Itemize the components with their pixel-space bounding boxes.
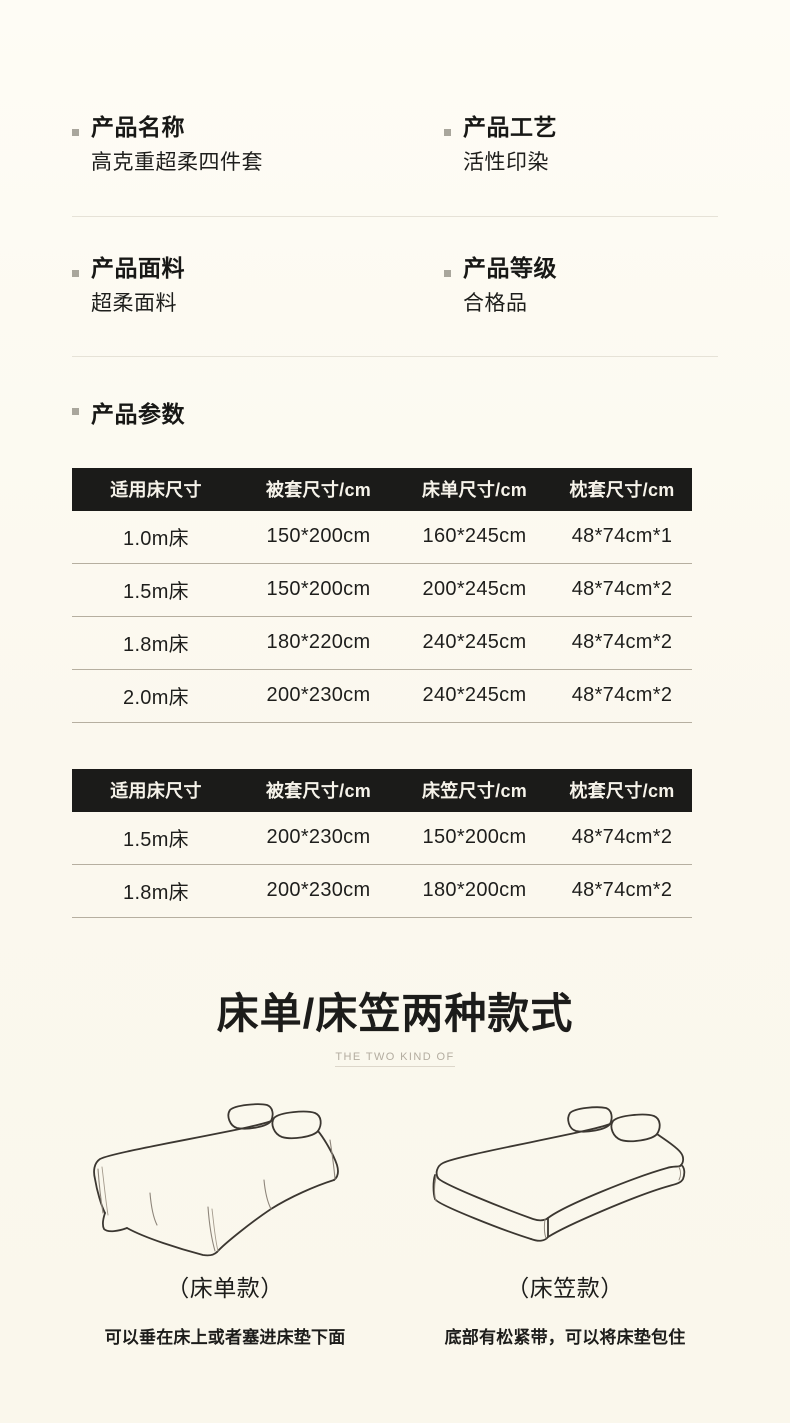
table-cell: 240*245cm	[397, 669, 552, 723]
attribute-product-craft: 产品工艺 活性印染	[444, 112, 718, 173]
attribute-value: 活性印染	[463, 151, 549, 174]
product-attributes-section: 产品名称 高克重超柔四件套 产品工艺 活性印染	[0, 0, 790, 173]
styles-subheading-text: THE TWO KIND OF	[335, 1051, 455, 1067]
table-cell: 48*74cm*2	[552, 563, 692, 617]
product-params-heading: 产品参数	[0, 391, 790, 442]
fitted-sheet-bed-illustration	[432, 1106, 686, 1242]
attribute-value: 高克重超柔四件套	[91, 151, 263, 174]
styles-subheading: THE TWO KIND OF	[0, 1051, 790, 1067]
table-cell: 180*200cm	[397, 864, 552, 918]
product-attributes-section-2: 产品面料 超柔面料 产品等级 合格品	[0, 217, 790, 314]
table-cell: 150*200cm	[240, 563, 397, 617]
bullet-square-icon	[444, 129, 451, 136]
attribute-product-grade: 产品等级 合格品	[444, 253, 718, 314]
table-cell: 1.5m床	[72, 812, 240, 865]
table-cell: 48*74cm*2	[552, 812, 692, 865]
attribute-row: 产品面料 超柔面料 产品等级 合格品	[72, 253, 718, 314]
table-row: 1.8m床 180*220cm 240*245cm 48*74cm*2	[72, 616, 692, 670]
bullet-square-icon	[72, 129, 79, 136]
style-option-fitted-sheet: （床笠款） 底部有松紧带，可以将床垫包住	[395, 1085, 735, 1348]
table-cell: 160*245cm	[397, 511, 552, 564]
attribute-label: 产品等级	[463, 255, 557, 281]
table-row: 1.5m床 200*230cm 150*200cm 48*74cm*2	[72, 812, 692, 865]
table-header-row: 适用床尺寸 被套尺寸/cm 床单尺寸/cm 枕套尺寸/cm	[72, 468, 692, 511]
section-divider	[72, 216, 718, 217]
table-cell: 200*230cm	[240, 669, 397, 723]
styles-section: 床单/床笠两种款式 THE TWO KIND OF	[0, 980, 790, 1348]
params-heading-label: 产品参数	[91, 401, 185, 427]
table-row: 1.5m床 150*200cm 200*245cm 48*74cm*2	[72, 563, 692, 617]
table-row: 2.0m床 200*230cm 240*245cm 48*74cm*2	[72, 669, 692, 723]
table-cell: 200*230cm	[240, 864, 397, 918]
attribute-label: 产品名称	[91, 114, 185, 140]
params-table-1-wrap: 适用床尺寸 被套尺寸/cm 床单尺寸/cm 枕套尺寸/cm 1.0m床 150*…	[0, 468, 790, 723]
table-cell: 48*74cm*2	[552, 864, 692, 918]
table-cell: 150*200cm	[397, 812, 552, 865]
table-header-cell: 枕套尺寸/cm	[552, 468, 692, 511]
bullet-square-icon	[72, 408, 79, 415]
bullet-square-icon	[444, 270, 451, 277]
table-cell: 200*230cm	[240, 812, 397, 865]
table-cell: 48*74cm*2	[552, 616, 692, 670]
attribute-product-name: 产品名称 高克重超柔四件套	[72, 112, 444, 173]
params-table-2-wrap: 适用床尺寸 被套尺寸/cm 床笠尺寸/cm 枕套尺寸/cm 1.5m床 200*…	[0, 769, 790, 918]
table-cell: 1.8m床	[72, 616, 240, 670]
table-cell: 240*245cm	[397, 616, 552, 670]
attribute-value: 超柔面料	[91, 292, 177, 315]
style-option-description: 底部有松紧带，可以将床垫包住	[444, 1328, 686, 1347]
table-cell: 200*245cm	[397, 563, 552, 617]
table-header-cell: 枕套尺寸/cm	[552, 769, 692, 812]
table-header-cell: 适用床尺寸	[72, 468, 240, 511]
table-cell: 150*200cm	[240, 511, 397, 564]
bullet-square-icon	[72, 270, 79, 277]
table-row: 1.0m床 150*200cm 160*245cm 48*74cm*1	[72, 511, 692, 564]
style-option-title: （床笠款）	[506, 1275, 624, 1301]
table-header-cell: 适用床尺寸	[72, 769, 240, 812]
attribute-label: 产品面料	[91, 255, 185, 281]
attribute-product-fabric: 产品面料 超柔面料	[72, 253, 444, 314]
attribute-label: 产品工艺	[463, 114, 557, 140]
attribute-value: 合格品	[463, 292, 528, 315]
table-cell: 2.0m床	[72, 669, 240, 723]
table-cell: 48*74cm*1	[552, 511, 692, 564]
style-option-flat-sheet: （床单款） 可以垂在床上或者塞进床垫下面	[55, 1085, 395, 1348]
table-header-cell: 床笠尺寸/cm	[397, 769, 552, 812]
table-cell: 48*74cm*2	[552, 669, 692, 723]
table-cell: 1.5m床	[72, 563, 240, 617]
section-divider	[72, 356, 718, 357]
styles-heading: 床单/床笠两种款式	[216, 990, 574, 1037]
flat-sheet-bed-illustration	[93, 1103, 339, 1257]
params-table-duvet-fitted-sheet: 适用床尺寸 被套尺寸/cm 床笠尺寸/cm 枕套尺寸/cm 1.5m床 200*…	[72, 769, 692, 918]
table-cell: 1.0m床	[72, 511, 240, 564]
table-row: 1.8m床 200*230cm 180*200cm 48*74cm*2	[72, 864, 692, 918]
attribute-row: 产品名称 高克重超柔四件套 产品工艺 活性印染	[72, 112, 718, 173]
styles-illustration-row: （床单款） 可以垂在床上或者塞进床垫下面	[0, 1085, 790, 1348]
table-cell: 1.8m床	[72, 864, 240, 918]
table-cell: 180*220cm	[240, 616, 397, 670]
table-header-cell: 床单尺寸/cm	[397, 468, 552, 511]
style-option-title: （床单款）	[166, 1275, 284, 1301]
table-header-cell: 被套尺寸/cm	[240, 769, 397, 812]
table-header-row: 适用床尺寸 被套尺寸/cm 床笠尺寸/cm 枕套尺寸/cm	[72, 769, 692, 812]
params-table-duvet-flat-sheet: 适用床尺寸 被套尺寸/cm 床单尺寸/cm 枕套尺寸/cm 1.0m床 150*…	[72, 468, 692, 723]
style-option-description: 可以垂在床上或者塞进床垫下面	[104, 1328, 346, 1347]
table-header-cell: 被套尺寸/cm	[240, 468, 397, 511]
